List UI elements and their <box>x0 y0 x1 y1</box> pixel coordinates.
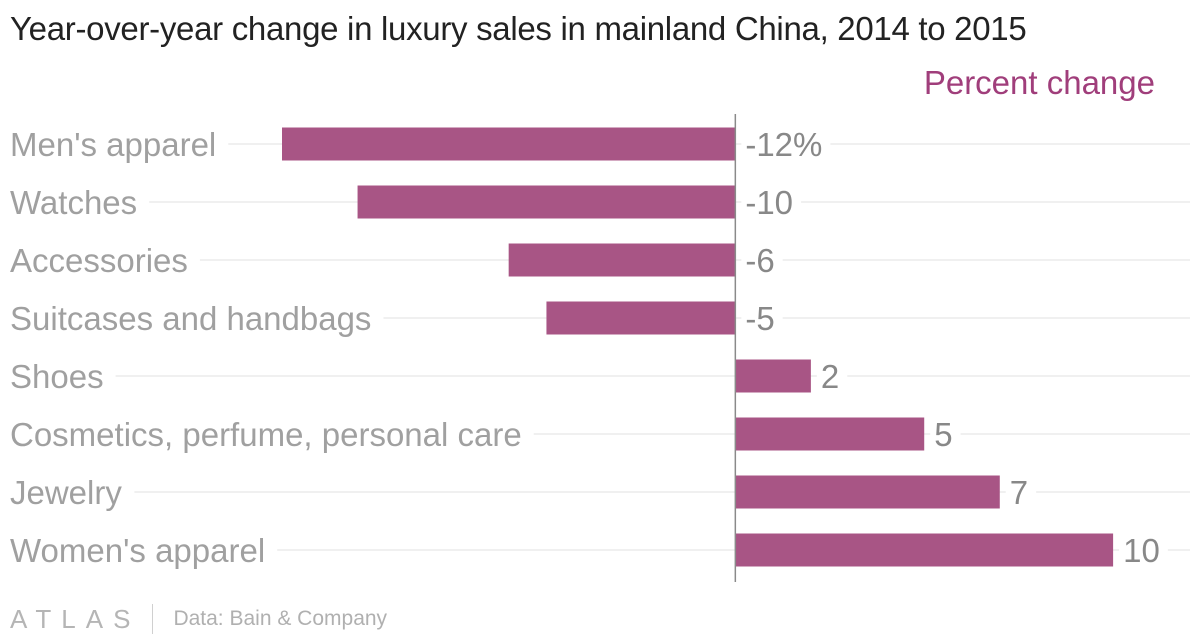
bar-shoes <box>735 359 811 393</box>
series-header: Percent change <box>924 64 1155 101</box>
category-label: Cosmetics, perfume, personal care <box>10 416 522 453</box>
value-label: -6 <box>745 242 774 279</box>
category-label-backing <box>8 242 200 279</box>
value-label: 7 <box>1010 474 1028 511</box>
bar-accessories <box>508 243 736 277</box>
value-label-backing <box>816 358 848 395</box>
category-label: Women's apparel <box>10 532 265 569</box>
bar-chart: Men's apparel -12% Watches -10 Accessories -6… <box>8 64 1190 582</box>
category-label-backing <box>8 474 135 511</box>
category-label-backing <box>8 532 278 569</box>
atlas-logo: ATLAS <box>10 603 141 634</box>
category-label: Shoes <box>10 358 104 395</box>
bar-suitcases-and-handbags <box>546 301 736 335</box>
value-label: -10 <box>745 184 793 221</box>
category-label-backing <box>8 300 384 337</box>
category-label: Jewelry <box>10 474 122 511</box>
category-label: Men's apparel <box>10 126 216 163</box>
value-label: 10 <box>1123 532 1160 569</box>
category-label-backing <box>8 126 229 163</box>
value-label: -5 <box>745 300 774 337</box>
category-label: Suitcases and handbags <box>10 300 371 337</box>
category-label: Accessories <box>10 242 188 279</box>
value-label-backing <box>1119 532 1168 569</box>
chart-title: Year-over-year change in luxury sales in… <box>10 10 1027 47</box>
footer-divider <box>152 604 154 634</box>
value-label-backing <box>741 126 831 163</box>
category-label: Watches <box>10 184 137 221</box>
value-label-backing <box>741 184 802 221</box>
category-label-backing <box>8 184 150 221</box>
value-label: 2 <box>821 358 839 395</box>
bar-watches <box>357 185 736 219</box>
value-label: -12% <box>745 126 822 163</box>
bar-jewelry <box>735 475 1000 509</box>
value-label-backing <box>741 242 783 279</box>
category-label-backing <box>8 416 534 453</box>
data-source: Data: Bain & Company <box>173 607 388 630</box>
value-label-backing <box>1005 474 1037 511</box>
bar-women-s-apparel <box>735 533 1114 567</box>
bar-men-s-apparel <box>282 127 736 161</box>
value-label-backing <box>930 416 961 453</box>
value-label: 5 <box>934 416 952 453</box>
value-label-backing <box>741 300 783 337</box>
bar-cosmetics-perfume-personal-care <box>735 417 925 451</box>
category-label-backing <box>8 358 116 395</box>
footer: ATLAS Data: Bain & Company <box>10 601 387 637</box>
